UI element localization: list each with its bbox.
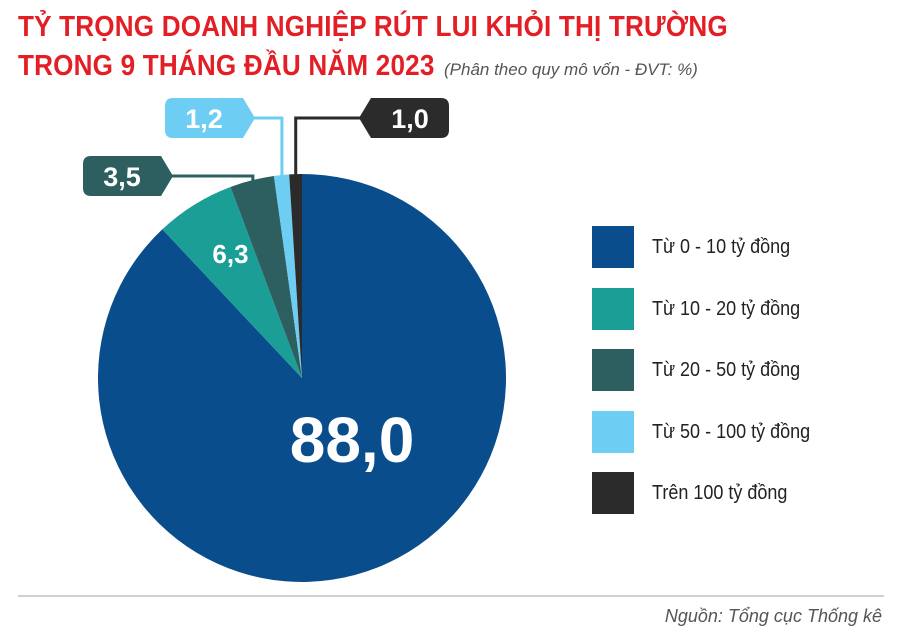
pie-callouts: 3,5 1,2 1,0	[83, 98, 449, 196]
callout-badge-20-50	[83, 156, 173, 196]
legend-label-20-50: Từ 20 - 50 tỷ đồng	[652, 359, 801, 381]
legend-item-0-10: Từ 0 - 10 tỷ đồng	[592, 226, 892, 268]
pie-slice-50-100	[273, 174, 302, 378]
callout-line-50-100	[253, 116, 284, 188]
callout-line-over-100	[294, 116, 361, 187]
pie-label-0-10: 88,0	[290, 404, 415, 476]
callout-badge-over-100	[359, 98, 449, 138]
legend-swatch-10-20	[592, 287, 634, 330]
pie-label-10-20: 6,3	[212, 239, 248, 269]
pie-slice-over-100	[289, 174, 302, 378]
pie-slices	[98, 174, 507, 582]
legend-label-50-100: Từ 50 - 100 tỷ đồng	[652, 420, 811, 443]
legend-item-over-100: Trên 100 tỷ đồng	[592, 472, 892, 514]
legend-item-20-50: Từ 20 - 50 tỷ đồng	[592, 349, 892, 391]
chart-title-line-1: TỶ TRỌNG DOANH NGHIỆP RÚT LUI KHỎI THỊ T…	[18, 11, 728, 43]
legend-label-over-100: Trên 100 tỷ đồng	[652, 482, 788, 504]
callout-line-20-50	[171, 174, 255, 193]
pie-label-over-100: 1,0	[391, 104, 429, 134]
pie-labels: 88,0 6,3	[212, 239, 414, 476]
legend-swatch-0-10	[592, 226, 634, 268]
legend-label-10-20: Từ 10 - 20 tỷ đồng	[652, 297, 801, 320]
pie-slice-20-50	[230, 175, 302, 378]
pie-label-20-50: 3,5	[103, 162, 141, 192]
legend-item-10-20: Từ 10 - 20 tỷ đồng	[592, 287, 892, 330]
callout-badge-50-100	[165, 98, 255, 138]
footer-divider	[18, 595, 884, 597]
pie-label-50-100: 1,2	[185, 104, 223, 134]
chart-subtitle: (Phân theo quy mô vốn - ĐVT: %)	[444, 60, 698, 79]
pie-slice-0-10	[98, 174, 507, 582]
legend-swatch-50-100	[592, 410, 634, 453]
chart-title-line-2: TRONG 9 THÁNG ĐẦU NĂM 2023	[18, 50, 435, 82]
legend-item-50-100: Từ 50 - 100 tỷ đồng	[592, 410, 892, 453]
legend-label-0-10: Từ 0 - 10 tỷ đồng	[652, 236, 791, 258]
pie-slice-10-20	[162, 186, 302, 378]
legend-swatch-20-50	[592, 349, 634, 391]
source-note: Nguồn: Tổng cục Thống kê	[664, 606, 882, 626]
legend-swatch-over-100	[592, 472, 634, 514]
pie-chart: 3,5 1,2 1,0 88,0 6,3	[83, 98, 507, 582]
